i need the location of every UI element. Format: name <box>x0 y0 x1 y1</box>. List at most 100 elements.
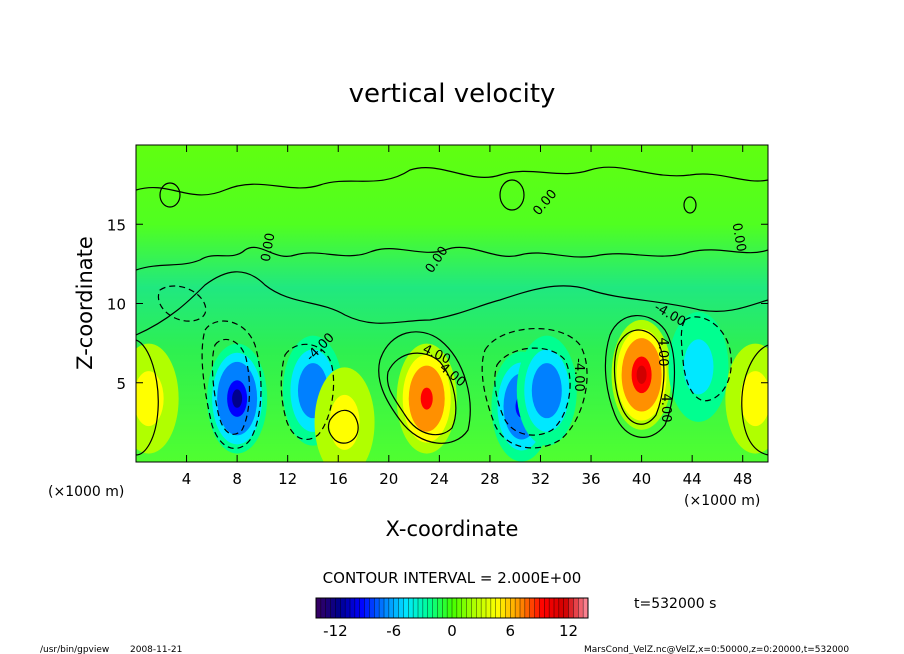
colorbar-segment <box>505 598 511 618</box>
colorbar-segment <box>534 598 540 618</box>
contour-line <box>741 344 768 456</box>
colorbar-segment <box>437 598 443 618</box>
colorbar-segment <box>398 598 404 618</box>
negative-contours <box>157 285 732 449</box>
colorbar-segment <box>413 598 419 618</box>
colorbar-segment <box>578 598 584 618</box>
footer-source: MarsCond_VelZ.nc@VelZ,x=0:50000,z=0:2000… <box>584 645 849 654</box>
colorbar-ticks: -12 -6 0 6 12 <box>323 622 578 640</box>
colorbar-segment <box>432 598 438 618</box>
contour-label: 4.00 <box>655 338 670 367</box>
colorbar-segment <box>461 598 467 618</box>
colorbar-segment <box>529 598 535 618</box>
contour-line <box>201 320 262 449</box>
colorbar-segment <box>330 598 336 618</box>
x-tick-label: 48 <box>733 470 752 488</box>
colorbar-segment <box>374 598 380 618</box>
x-tick-label: 40 <box>632 470 651 488</box>
chart-title: vertical velocity <box>349 79 556 109</box>
y-axis-label: Z-coordinate <box>73 236 97 370</box>
colorbar-segment <box>447 598 453 618</box>
colorbar-segment <box>379 598 385 618</box>
contour-line <box>494 347 571 436</box>
colorbar-segment <box>393 598 399 618</box>
colorbar-segment <box>558 598 565 618</box>
colorbar-segment <box>354 598 361 618</box>
colorbar-segment <box>325 598 331 618</box>
colorbar-segment <box>539 598 545 618</box>
contour-label: 0.00 <box>259 232 279 263</box>
y-axis: 5 10 15 <box>107 216 768 393</box>
colorbar-tick-label: 12 <box>559 622 578 640</box>
time-label: t=532000 s <box>634 596 716 612</box>
velocity-cell <box>136 371 164 427</box>
velocity-cell <box>305 376 321 405</box>
contour-label: 4.00 <box>658 394 673 423</box>
velocity-cell <box>740 371 768 427</box>
x-tick-label: 24 <box>430 470 449 488</box>
colorbar-segment <box>452 598 458 618</box>
contour-line <box>280 343 335 440</box>
colorbar-segment <box>563 598 569 618</box>
colorbar-segment <box>335 598 341 618</box>
contour-line <box>386 352 457 436</box>
colorbar-segment <box>345 598 351 618</box>
y-tick-label: 10 <box>107 296 126 314</box>
x-tick-label: 44 <box>683 470 702 488</box>
colorbar-segment <box>573 598 579 618</box>
contour-line <box>136 166 768 196</box>
colorbar-segment <box>364 598 370 618</box>
colorbar-segment <box>486 598 492 618</box>
colorbar-segment <box>388 598 395 618</box>
colorbar-segment <box>340 598 346 618</box>
colorbar-segment <box>320 598 327 618</box>
colorbar-segment <box>544 598 550 618</box>
colorbar-segment <box>350 598 356 618</box>
velocity-cell <box>636 365 647 384</box>
x-axis-unit-left: (×1000 m) <box>48 484 124 500</box>
x-tick-label: 28 <box>480 470 499 488</box>
colorbar-segment <box>369 598 375 618</box>
contour-label: 0.00 <box>729 222 749 253</box>
colorbar-segment <box>500 598 506 618</box>
contour-label: -4.00 <box>571 358 586 392</box>
y-tick-label: 5 <box>116 375 126 393</box>
colorbar-segment <box>524 598 531 618</box>
x-tick-label: 36 <box>581 470 600 488</box>
contour-line <box>327 409 359 444</box>
colorbar-segment <box>456 598 463 618</box>
colorbar-segment <box>418 598 424 618</box>
contour-line <box>136 339 159 456</box>
colorbar-tick-label: 6 <box>506 622 516 640</box>
colorbar-segment <box>466 598 472 618</box>
footer-date: 2008-11-21 <box>130 645 182 654</box>
velocity-cell <box>232 389 243 408</box>
colorbar-segment <box>442 598 448 618</box>
plot-area: 0.00 0.00 0.00 0.00 4.00 4.00 4.00 -4.00… <box>135 144 769 463</box>
x-tick-label: 32 <box>531 470 550 488</box>
colorbar-segment <box>403 598 409 618</box>
contour-line <box>683 196 697 214</box>
x-tick-label: 8 <box>232 470 242 488</box>
colorbar-segment <box>583 598 589 618</box>
colorbar-segment <box>359 598 365 618</box>
colorbar-segment <box>408 598 414 618</box>
contour-line <box>136 271 768 336</box>
colorbar-segment <box>554 598 560 618</box>
contour-line <box>481 328 588 449</box>
colorbar-tick-label: -12 <box>323 622 348 640</box>
velocity-cell <box>683 339 714 395</box>
x-tick-label: 4 <box>182 470 192 488</box>
y-tick-label: 15 <box>107 216 126 234</box>
contour-line <box>378 331 471 444</box>
colorbar-segment <box>427 598 433 618</box>
x-axis-unit-right: (×1000 m) <box>684 493 760 509</box>
colorbar-segment <box>568 598 574 618</box>
x-tick-label: 16 <box>329 470 348 488</box>
contour-line <box>159 182 181 208</box>
velocity-cell <box>539 376 555 405</box>
colorbar-segment <box>495 598 501 618</box>
colorbar-segment <box>549 598 555 618</box>
contour-interval: CONTOUR INTERVAL = 2.000E+00 <box>323 569 582 587</box>
